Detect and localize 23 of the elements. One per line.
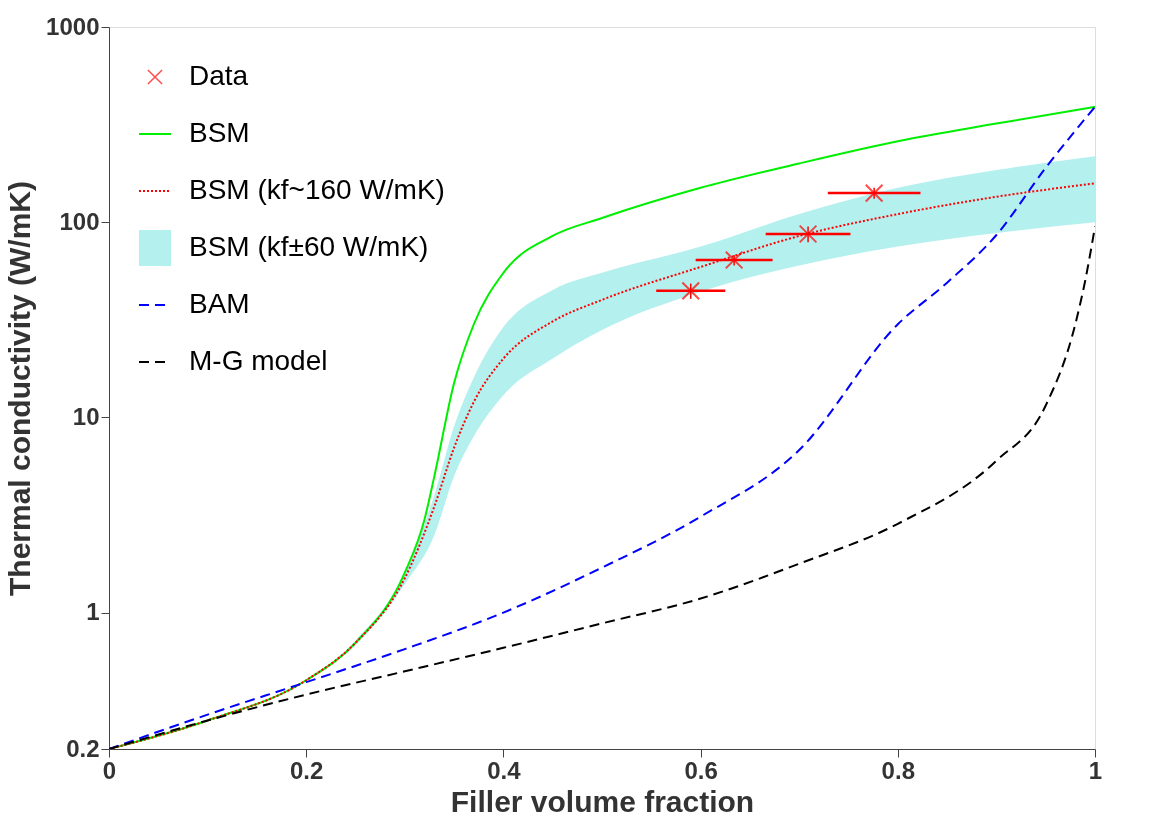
x-axis-title: Filler volume fraction bbox=[450, 784, 755, 818]
point bbox=[724, 250, 744, 270]
y-tick-label: 100 bbox=[59, 207, 100, 235]
y-tick-label: 10 bbox=[72, 402, 100, 430]
point bbox=[864, 183, 884, 203]
legend-label: BSM bbox=[189, 117, 250, 148]
x-tick-label: 0.8 bbox=[881, 756, 915, 784]
point bbox=[798, 224, 818, 244]
legend-label: Data bbox=[189, 60, 249, 91]
x-tick-label: 0.6 bbox=[684, 756, 718, 784]
legend-label: M-G model bbox=[189, 345, 328, 376]
legend-label: BAM bbox=[189, 288, 250, 319]
legend-label: BSM (kf~160 W/mK) bbox=[189, 174, 445, 205]
x-tick-label: 0.4 bbox=[487, 756, 522, 784]
point bbox=[681, 281, 701, 301]
y-axis-title: Thermal conductivity (W/mK) bbox=[3, 180, 37, 597]
x-tick-label: 0.2 bbox=[290, 756, 324, 784]
y-tick-label: 0.2 bbox=[66, 734, 100, 762]
y-tick-label: 1000 bbox=[46, 12, 100, 40]
x-tick-label: 1 bbox=[1088, 756, 1103, 784]
x-tick-label: 0 bbox=[102, 756, 117, 784]
legend-label: BSM (kf±60 W/mK) bbox=[189, 231, 429, 262]
y-tick-label: 1 bbox=[86, 598, 100, 626]
